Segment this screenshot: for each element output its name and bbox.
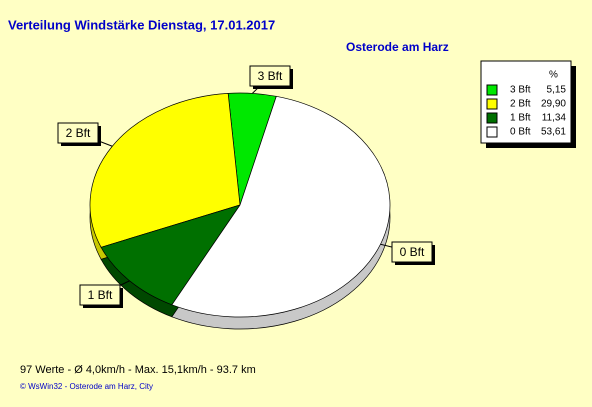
slice-label: 0 Bft	[400, 245, 425, 259]
label-box	[249, 65, 291, 87]
copyright: © WsWin32 - Osterode am Harz, City	[20, 382, 153, 391]
legend-title: %	[549, 70, 558, 81]
legend-label: 2 Bft	[510, 99, 531, 110]
slice-label: 3 Bft	[258, 69, 283, 83]
label-box	[391, 241, 433, 263]
slice-label: 1 Bft	[88, 288, 113, 302]
legend-label: 0 Bft	[510, 127, 531, 138]
chart-title: Verteilung Windstärke Dienstag, 17.01.20…	[8, 17, 275, 32]
legend-label: 3 Bft	[510, 85, 531, 96]
label-box	[57, 122, 99, 144]
chart-subtitle: Osterode am Harz	[346, 40, 449, 54]
slice	[100, 204, 241, 306]
legend-value: 5,15	[547, 85, 567, 96]
legend-swatch	[486, 126, 498, 138]
footer: 97 Werte - Ø 4,0km/h - Max. 15,1km/h - 9…	[20, 364, 256, 376]
legend-swatch	[486, 112, 498, 124]
legend-swatch	[486, 84, 498, 96]
label-box	[79, 284, 121, 306]
slice	[89, 92, 241, 248]
legend-label: 1 Bft	[510, 113, 531, 124]
slice-label: 2 Bft	[66, 126, 91, 140]
legend-value: 53,61	[541, 127, 566, 138]
legend-swatch	[486, 98, 498, 110]
legend-value: 11,34	[542, 113, 567, 124]
legend-value: 29,90	[541, 99, 566, 110]
